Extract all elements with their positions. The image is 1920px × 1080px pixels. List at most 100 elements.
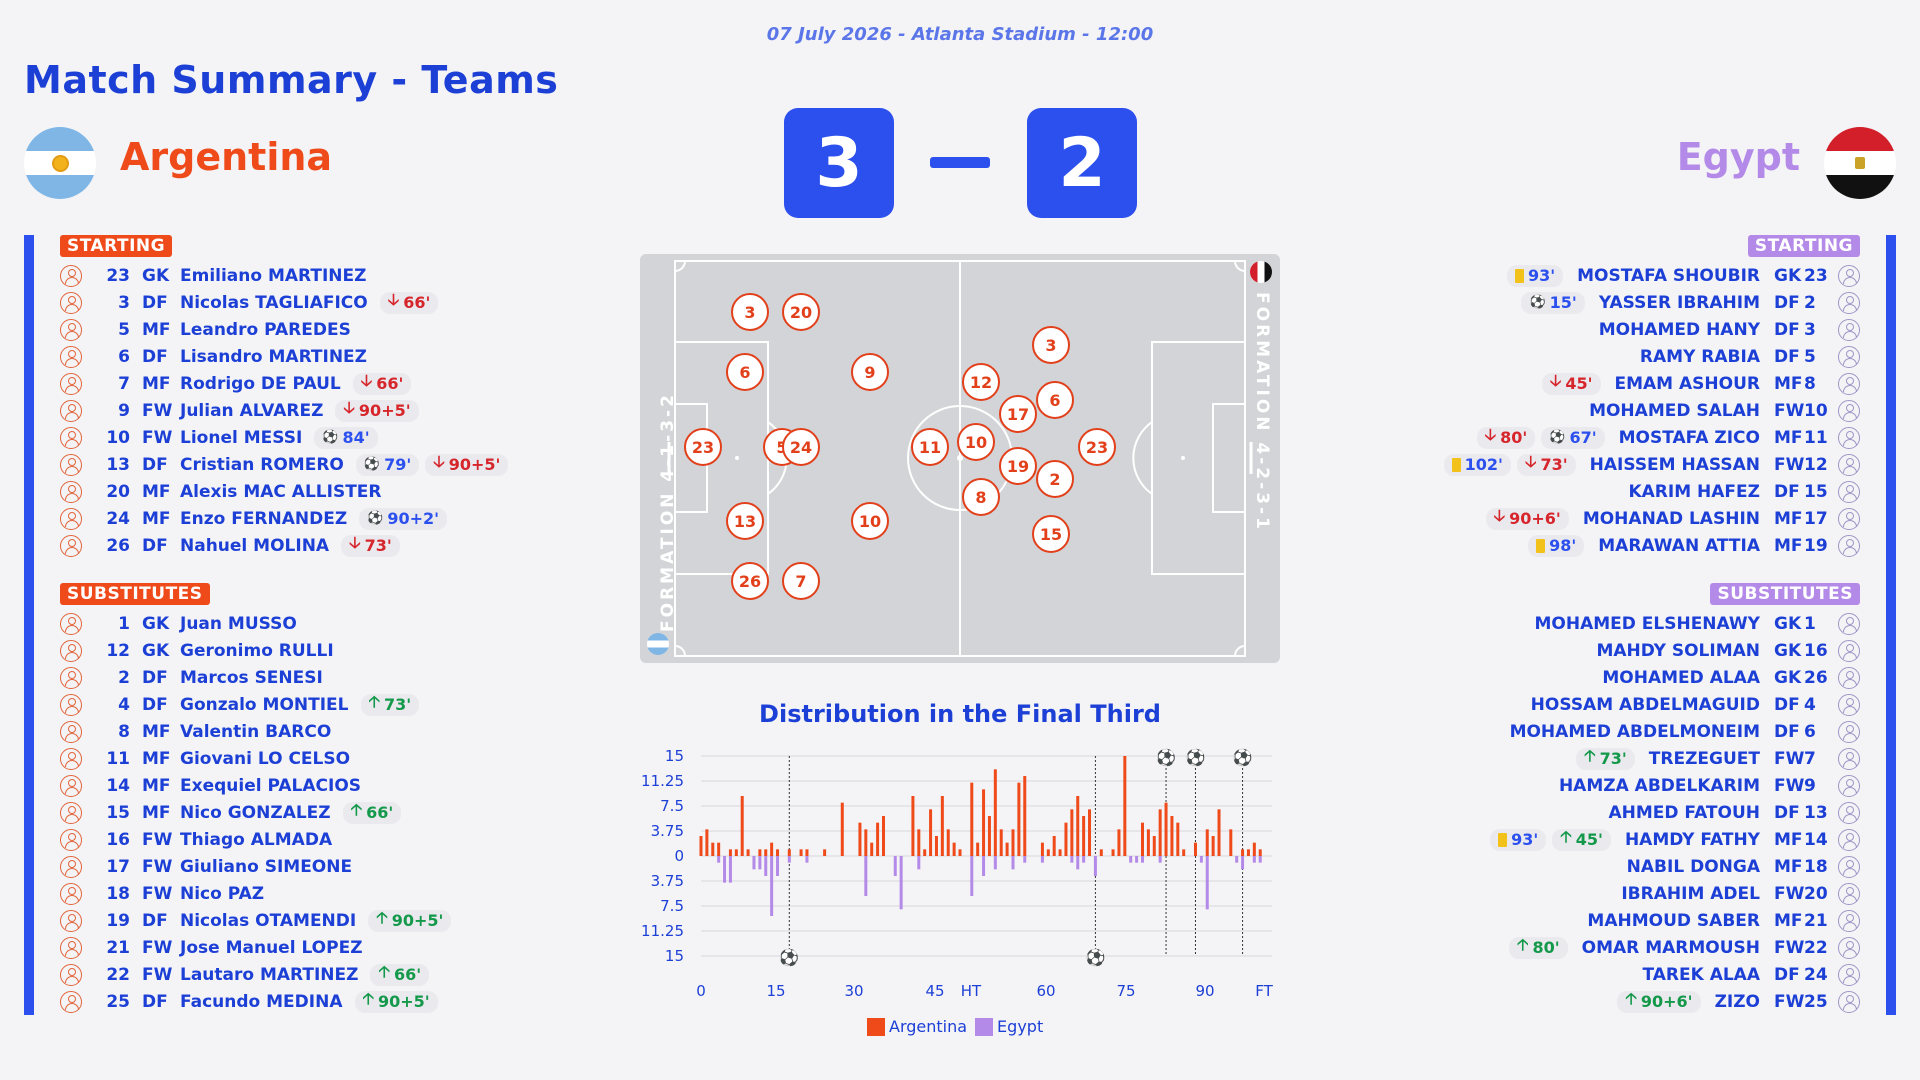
player-position: MF bbox=[1774, 508, 1803, 529]
player-position: MF bbox=[142, 508, 171, 529]
egypt-bar bbox=[899, 856, 903, 910]
event-time: 90+2' bbox=[387, 509, 440, 528]
player-row[interactable]: 13 DF Cristian ROMERO ⚽ 79' 🡣 90+5' bbox=[60, 451, 509, 478]
player-row[interactable]: 10 FW Lionel MESSI ⚽ 84' bbox=[60, 424, 508, 451]
player-row[interactable]: 🡣 80' ⚽ 67' MOSTAFA ZICO MF 11 bbox=[1444, 424, 1860, 451]
player-number: 16 bbox=[106, 829, 130, 850]
player-position: MF bbox=[1774, 910, 1803, 931]
home-pitch-player: 20 bbox=[782, 293, 820, 331]
x-tick-label: HT bbox=[961, 982, 982, 1000]
player-row[interactable]: 🡣 90+6' MOHANAD LASHIN MF 17 bbox=[1444, 505, 1860, 532]
player-row[interactable]: 15 MF Nico GONZALEZ 🡡 66' bbox=[60, 799, 451, 826]
player-name: Juan MUSSO bbox=[180, 613, 297, 634]
player-position: FW bbox=[1774, 883, 1805, 904]
player-row[interactable]: HAMZA ABDELKARIM FW 9 bbox=[1490, 772, 1860, 799]
egypt-bar bbox=[1023, 856, 1027, 863]
player-number: 11 bbox=[106, 748, 130, 769]
player-position: DF bbox=[142, 292, 168, 313]
arrow-down-icon: 🡣 bbox=[433, 452, 445, 471]
player-row[interactable]: MOHAMED HANY DF 3 bbox=[1444, 316, 1860, 343]
player-row[interactable]: MOHAMED SALAH FW 10 bbox=[1444, 397, 1860, 424]
away-pitch-player: 19 bbox=[999, 447, 1037, 485]
player-row[interactable]: 14 MF Exequiel PALACIOS bbox=[60, 772, 451, 799]
player-row[interactable]: 93' MOSTAFA SHOUBIR GK 23 bbox=[1444, 262, 1860, 289]
player-number: 15 bbox=[106, 802, 130, 823]
player-row[interactable]: MAHDY SOLIMAN GK 16 bbox=[1490, 637, 1860, 664]
player-row[interactable]: 2 DF Marcos SENESI bbox=[60, 664, 451, 691]
player-row[interactable]: HOSSAM ABDELMAGUID DF 4 bbox=[1490, 691, 1860, 718]
soccer-ball-icon: ⚽ bbox=[1084, 948, 1105, 967]
player-row[interactable]: 5 MF Leandro PAREDES bbox=[60, 316, 508, 343]
arrow-up-icon: 🡡 bbox=[1584, 746, 1596, 765]
away-starting-list: 93' MOSTAFA SHOUBIR GK 23 ⚽ 15' YASSER IBRAHIM… bbox=[1443, 262, 1860, 559]
egypt-bar bbox=[1129, 856, 1133, 863]
y-tick-label: 11.25 bbox=[641, 922, 684, 940]
player-row[interactable]: 20 MF Alexis MAC ALLISTER bbox=[60, 478, 508, 505]
player-row[interactable]: 4 DF Gonzalo MONTIEL 🡡 73' bbox=[60, 691, 451, 718]
player-row[interactable]: 6 DF Lisandro MARTINEZ bbox=[60, 343, 508, 370]
final-third-chart: 15 11.25 7.5 3.75 0 3.75 7.5 11.25 15 0 15 30 45 HT 60… bbox=[641, 747, 1274, 1000]
player-row[interactable]: 🡣 45' EMAM ASHOUR MF 8 bbox=[1444, 370, 1860, 397]
event-time: 73' bbox=[1599, 749, 1627, 768]
argentina-bar bbox=[1005, 842, 1009, 856]
player-row[interactable]: AHMED FATOUH DF 13 bbox=[1490, 799, 1860, 826]
player-row[interactable]: 25 DF Facundo MEDINA 🡡 90+5' bbox=[60, 988, 451, 1015]
player-row[interactable]: RAMY RABIA DF 5 bbox=[1444, 343, 1860, 370]
player-position: GK bbox=[142, 613, 170, 634]
player-row[interactable]: 16 FW Thiago ALMADA bbox=[60, 826, 451, 853]
player-name: EMAM ASHOUR bbox=[1614, 373, 1761, 394]
person-icon bbox=[1838, 666, 1860, 689]
argentina-bar bbox=[1246, 849, 1250, 856]
player-row[interactable]: 7 MF Rodrigo DE PAUL 🡣 66' bbox=[60, 370, 508, 397]
player-row[interactable]: NABIL DONGA MF 18 bbox=[1490, 853, 1860, 880]
argentina-bar bbox=[958, 849, 962, 856]
player-row[interactable]: ⚽ 15' YASSER IBRAHIM DF 2 bbox=[1444, 289, 1860, 316]
player-row[interactable]: 24 MF Enzo FERNANDEZ ⚽ 90+2' bbox=[60, 505, 508, 532]
event-time: 90+5' bbox=[391, 911, 444, 930]
player-events: 🡣 66' bbox=[352, 371, 412, 395]
argentina-bar bbox=[699, 836, 703, 856]
x-tick-label: 30 bbox=[844, 982, 863, 1000]
player-row[interactable]: 22 FW Lautaro MARTINEZ 🡡 66' bbox=[60, 961, 451, 988]
player-position: FW bbox=[1774, 775, 1805, 796]
player-row[interactable]: MOHAMED ALAA GK 26 bbox=[1490, 664, 1860, 691]
argentina-bar bbox=[1252, 842, 1256, 856]
player-row[interactable]: 🡡 90+6' ZIZO FW 25 bbox=[1490, 988, 1860, 1015]
player-row[interactable]: 21 FW Jose Manuel LOPEZ bbox=[60, 934, 451, 961]
player-row[interactable]: 3 DF Nicolas TAGLIAFICO 🡣 66' bbox=[60, 289, 508, 316]
player-row[interactable]: 1 GK Juan MUSSO bbox=[60, 610, 451, 637]
player-row[interactable]: 12 GK Geronimo RULLI bbox=[60, 637, 451, 664]
player-row[interactable]: IBRAHIM ADEL FW 20 bbox=[1490, 880, 1860, 907]
argentina-bar bbox=[970, 782, 974, 856]
player-name: MOHANAD LASHIN bbox=[1582, 508, 1760, 529]
player-row[interactable]: 11 MF Giovani LO CELSO bbox=[60, 745, 451, 772]
player-events: 🡡 90+6' bbox=[1617, 989, 1701, 1013]
player-row[interactable]: 8 MF Valentin BARCO bbox=[60, 718, 451, 745]
player-row[interactable]: 93' 🡡 45' HAMDY FATHY MF 14 bbox=[1490, 826, 1860, 853]
arrow-down-icon: 🡣 bbox=[1493, 506, 1506, 525]
player-row[interactable]: 102' 🡣 73' HAISSEM HASSAN FW 12 bbox=[1443, 451, 1860, 478]
player-row[interactable]: 23 GK Emiliano MARTINEZ bbox=[60, 262, 508, 289]
player-row[interactable]: 26 DF Nahuel MOLINA 🡣 73' bbox=[60, 532, 508, 559]
player-position: GK bbox=[1774, 613, 1802, 634]
player-row[interactable]: 9 FW Julian ALVAREZ 🡣 90+5' bbox=[60, 397, 508, 424]
player-row[interactable]: KARIM HAFEZ DF 15 bbox=[1444, 478, 1860, 505]
player-row[interactable]: 19 DF Nicolas OTAMENDI 🡡 90+5' bbox=[60, 907, 452, 934]
player-name: IBRAHIM ADEL bbox=[1621, 883, 1760, 904]
player-name: Enzo FERNANDEZ bbox=[180, 508, 348, 529]
player-row[interactable]: 18 FW Nico PAZ bbox=[60, 880, 451, 907]
legend-label-egypt: Egypt bbox=[997, 1017, 1044, 1036]
player-row[interactable]: 🡡 80' OMAR MARMOUSH FW 22 bbox=[1490, 934, 1860, 961]
argentina-bar bbox=[1123, 756, 1127, 856]
player-number: 16 bbox=[1804, 640, 1828, 661]
player-position: FW bbox=[1774, 454, 1805, 475]
player-row[interactable]: 98' MARAWAN ATTIA MF 19 bbox=[1444, 532, 1860, 559]
argentina-bar bbox=[758, 849, 762, 856]
player-row[interactable]: MOHAMED ABDELMONEIM DF 6 bbox=[1490, 718, 1860, 745]
score-dash bbox=[930, 157, 990, 168]
player-row[interactable]: 17 FW Giuliano SIMEONE bbox=[60, 853, 451, 880]
player-row[interactable]: MOHAMED ELSHENAWY GK 1 bbox=[1490, 610, 1860, 637]
player-row[interactable]: TAREK ALAA DF 24 bbox=[1490, 961, 1860, 988]
player-row[interactable]: 🡡 73' TREZEGUET FW 7 bbox=[1490, 745, 1860, 772]
player-row[interactable]: MAHMOUD SABER MF 21 bbox=[1490, 907, 1860, 934]
